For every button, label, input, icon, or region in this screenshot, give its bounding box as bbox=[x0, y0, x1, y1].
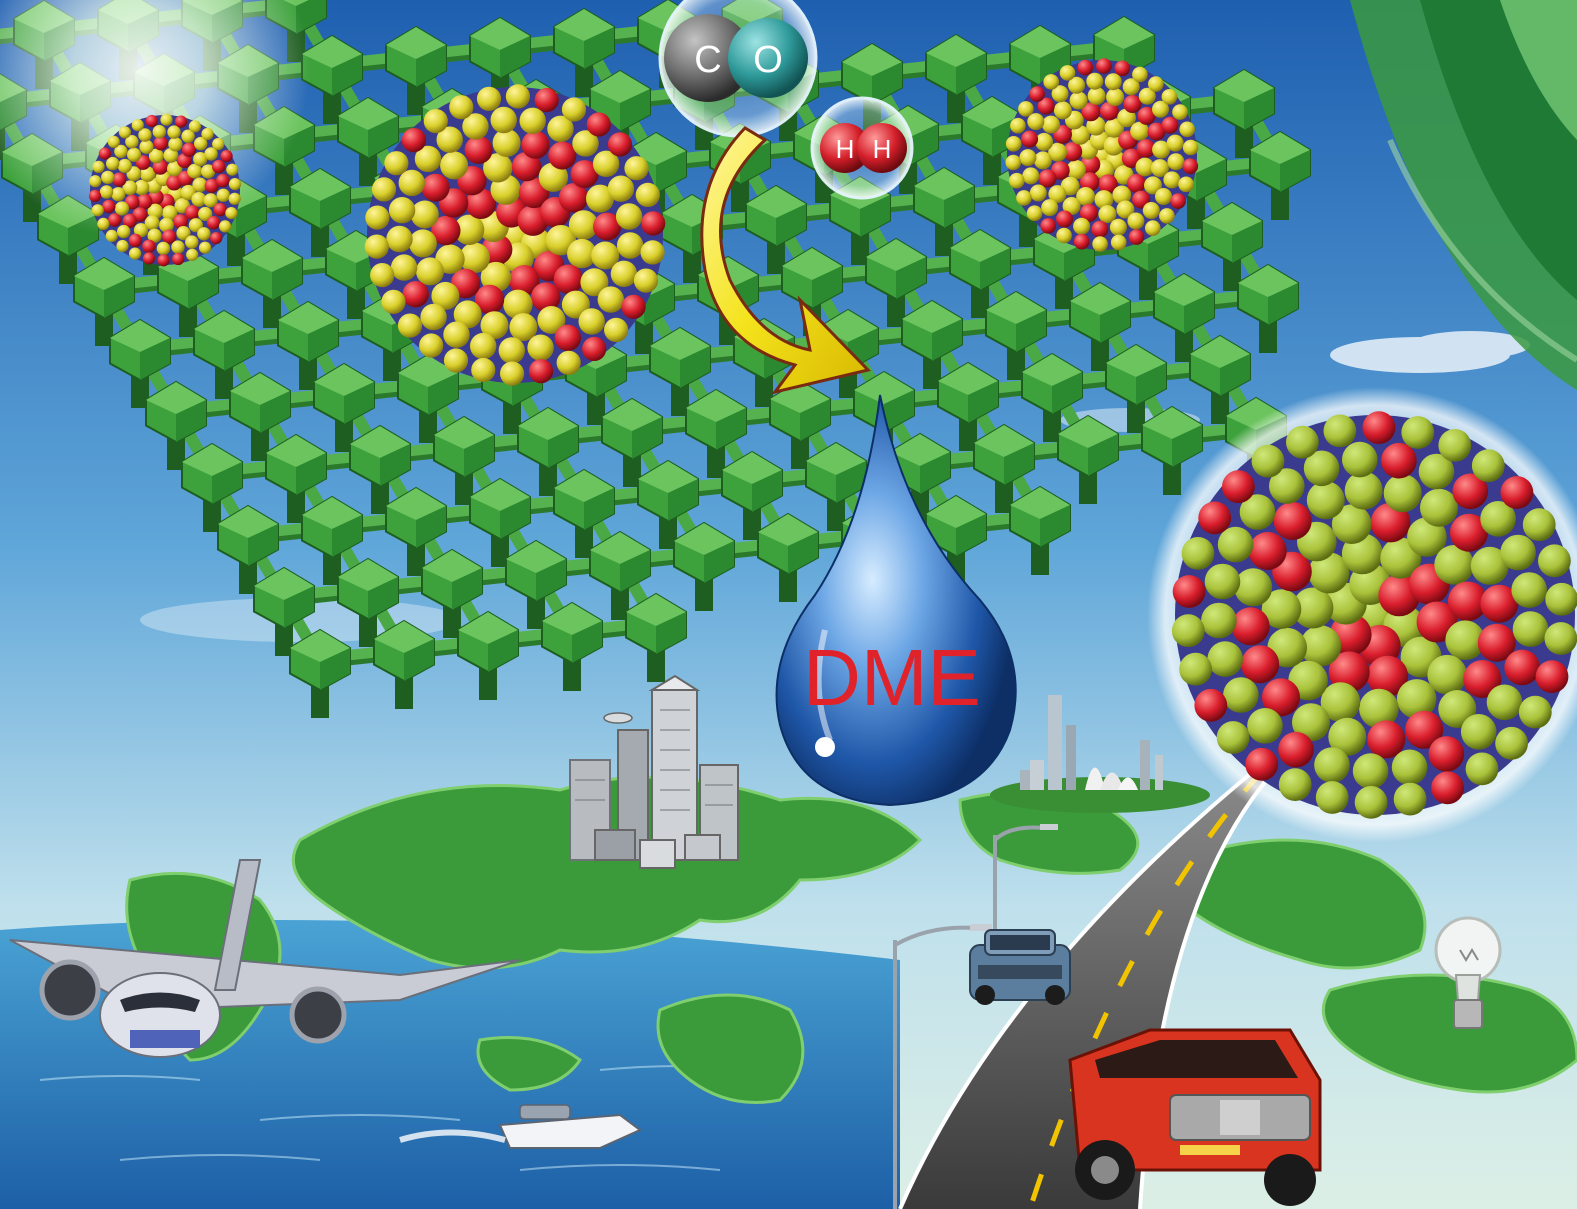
reaction-arrow-icon bbox=[700, 126, 871, 395]
nanoparticle-cluster bbox=[1147, 387, 1577, 843]
oxygen-label: O bbox=[753, 39, 783, 81]
h2-molecule: H H bbox=[810, 96, 914, 200]
hydrogen-atom-1 bbox=[820, 123, 870, 173]
airplane-icon bbox=[9, 859, 521, 1058]
carbon-atom bbox=[664, 14, 752, 102]
nanoparticle-cluster bbox=[364, 84, 666, 386]
nanoparticle-clusters bbox=[88, 58, 1577, 843]
nanoparticle-cluster bbox=[88, 113, 242, 267]
pickup-truck-icon bbox=[1068, 1028, 1322, 1206]
dme-droplet: DME bbox=[775, 394, 1017, 807]
light-bulb-icon bbox=[1434, 916, 1502, 1029]
carbon-label: C bbox=[694, 39, 721, 81]
city-skyline-icon bbox=[569, 674, 739, 869]
dme-label: DME bbox=[803, 633, 981, 722]
corner-arc-decoration bbox=[1350, 0, 1577, 390]
hydrogen-atom-2 bbox=[857, 123, 907, 173]
hydrogen-label-1: H bbox=[836, 134, 855, 164]
hydrogen-label-2: H bbox=[873, 134, 892, 164]
nanoparticle-cluster bbox=[1005, 58, 1199, 252]
co-molecule: C O bbox=[658, 0, 818, 138]
oxygen-atom bbox=[728, 18, 808, 98]
suv-icon bbox=[969, 929, 1071, 1005]
opera-house-skyline-icon bbox=[990, 695, 1210, 813]
street-lamp-icon bbox=[893, 824, 1058, 1209]
speedboat-icon bbox=[399, 1104, 642, 1149]
